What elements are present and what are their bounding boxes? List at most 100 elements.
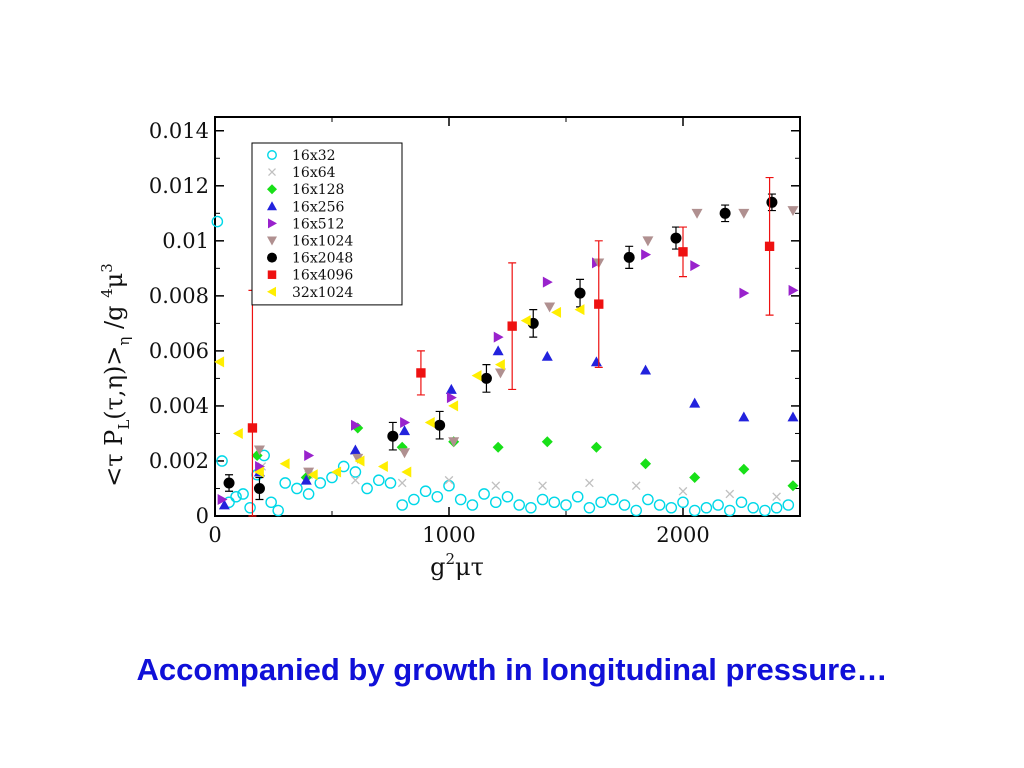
data-point — [782, 499, 795, 511]
data-point — [232, 427, 243, 439]
data-point — [253, 445, 265, 456]
plot-frame — [214, 116, 801, 517]
data-point — [772, 492, 781, 502]
data-point — [712, 499, 724, 511]
data-point — [548, 496, 561, 509]
data-point — [377, 460, 388, 472]
data-point — [738, 208, 750, 219]
y-tick-label: 0.008 — [149, 284, 209, 308]
data-point — [230, 490, 242, 503]
data-point — [618, 499, 631, 511]
y-tick-label: 0 — [196, 504, 209, 528]
data-point — [253, 482, 265, 494]
data-point — [471, 370, 482, 382]
data-point — [538, 481, 547, 491]
data-point — [700, 501, 713, 514]
data-point — [300, 474, 312, 485]
legend-label: 16x4096 — [292, 268, 353, 284]
data-point — [349, 444, 361, 455]
data-point — [787, 480, 799, 492]
y-tick-label: 0.012 — [149, 174, 209, 198]
data-point — [735, 496, 748, 509]
legend-marker — [267, 150, 277, 160]
data-point — [541, 350, 553, 361]
data-point — [247, 423, 258, 433]
data-point — [542, 276, 553, 288]
data-point — [491, 481, 501, 491]
data-point — [401, 466, 412, 478]
data-point — [399, 425, 411, 436]
series-16x1024 — [253, 206, 799, 478]
data-point — [690, 260, 701, 272]
data-point — [272, 504, 284, 517]
legend-marker — [267, 201, 277, 211]
data-point — [607, 493, 619, 506]
data-point — [279, 477, 291, 489]
data-point — [314, 477, 327, 489]
data-point — [513, 499, 526, 511]
series-16x4096 — [247, 176, 775, 517]
series-16x512 — [217, 249, 799, 505]
data-point — [265, 496, 277, 509]
data-point — [303, 467, 315, 478]
data-point — [691, 208, 703, 219]
data-point — [766, 196, 778, 208]
legend-marker — [267, 236, 277, 246]
data-point — [448, 400, 459, 412]
data-point — [217, 493, 228, 505]
legend-marker — [268, 168, 276, 177]
data-point — [665, 501, 678, 514]
legend-label: 16x64 — [292, 165, 336, 181]
data-point — [677, 496, 689, 509]
data-point — [337, 460, 350, 473]
data-point — [642, 236, 654, 247]
data-point — [361, 482, 373, 495]
data-point — [244, 501, 256, 514]
data-point — [642, 493, 654, 506]
data-point — [670, 232, 682, 244]
data-point — [525, 501, 537, 514]
series-16x32 — [211, 215, 795, 517]
legend-label: 16x256 — [292, 199, 345, 215]
data-point — [747, 501, 760, 514]
series-32x1024 — [214, 304, 585, 481]
data-point — [640, 364, 652, 375]
data-point — [253, 466, 264, 478]
data-point — [787, 411, 799, 422]
scatter-chart: 0 0.002 0.004 0.006 0.008 0.01 0.012 0.014 0 1000… — [98, 116, 801, 581]
data-point — [678, 486, 688, 496]
data-point — [424, 416, 435, 428]
data-point — [302, 488, 315, 500]
legend-marker — [267, 286, 276, 297]
legend-label: 16x128 — [292, 182, 344, 198]
data-point — [291, 482, 303, 495]
data-point — [400, 416, 411, 428]
legend-marker — [267, 184, 277, 195]
data-point — [640, 458, 652, 470]
legend-marker — [267, 270, 277, 279]
data-point — [689, 397, 701, 408]
data-point — [444, 475, 454, 485]
data-point — [396, 499, 409, 511]
data-point — [255, 460, 265, 472]
plot-area: 0 0.002 0.004 0.006 0.008 0.01 0.012 0.014 0 1000… — [149, 116, 801, 547]
data-point — [454, 493, 467, 506]
data-point — [351, 419, 361, 431]
error-bar — [248, 289, 257, 517]
data-point — [431, 490, 444, 503]
data-point — [641, 249, 652, 261]
data-point — [223, 477, 235, 489]
data-point — [724, 504, 736, 517]
data-point — [541, 436, 553, 448]
data-point — [443, 479, 455, 492]
data-point — [237, 488, 249, 500]
data-point — [494, 359, 505, 371]
data-point — [583, 501, 596, 514]
data-point — [448, 437, 460, 448]
data-point — [466, 499, 479, 511]
data-point — [689, 471, 701, 483]
data-point — [331, 466, 342, 478]
data-point — [594, 299, 604, 309]
data-point — [446, 392, 457, 404]
data-point — [520, 315, 531, 327]
